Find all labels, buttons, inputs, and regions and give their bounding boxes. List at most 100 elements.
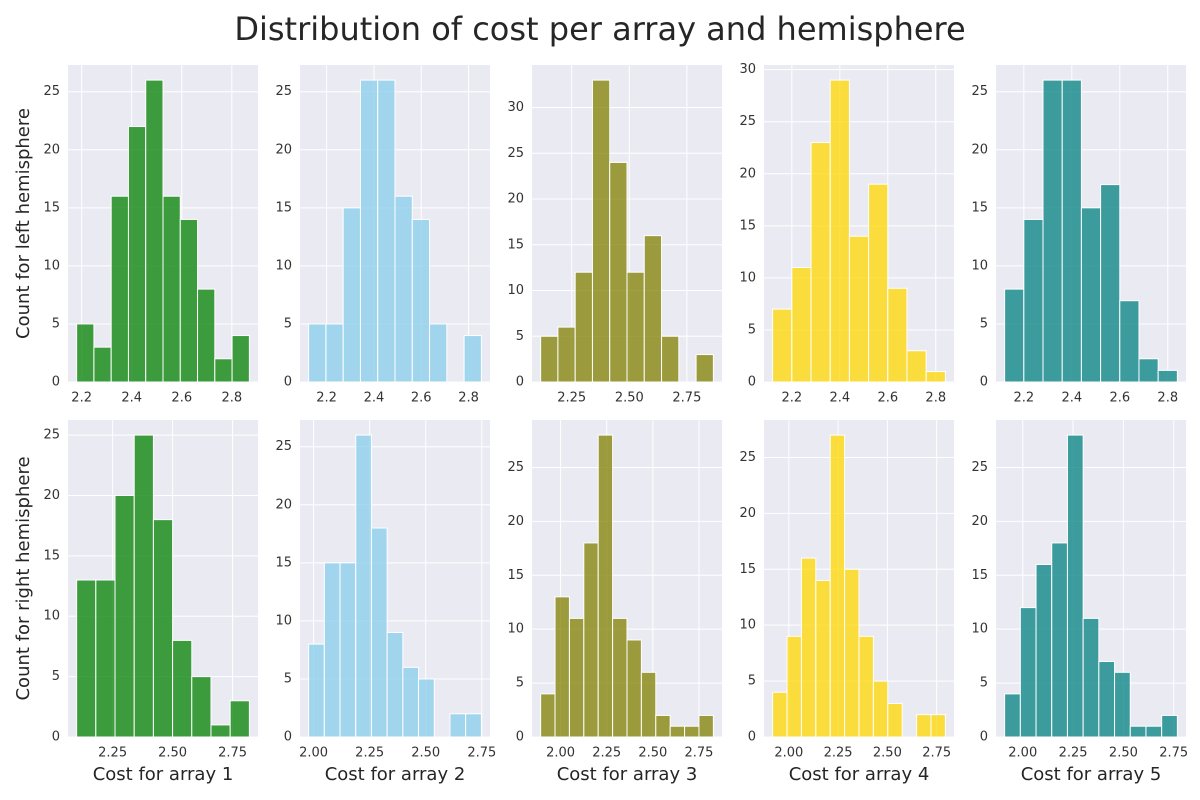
histogram-bar: [597, 434, 614, 738]
histogram-bar: [127, 126, 147, 383]
y-tick-label: 0: [980, 375, 988, 390]
y-tick-label: 0: [52, 375, 60, 390]
histogram-bar: [76, 579, 97, 738]
y-tick-label: 25: [507, 460, 524, 475]
histogram-bar: [557, 326, 576, 383]
histogram-bar: [449, 713, 467, 738]
x-tick-label: 2.50: [158, 746, 187, 761]
histogram-bar: [829, 79, 850, 383]
y-tick-label: 10: [275, 613, 292, 628]
y-tick-label: 15: [971, 568, 988, 583]
histogram-bar: [133, 434, 154, 738]
histogram-bar: [1098, 661, 1116, 738]
histogram-bar: [323, 562, 341, 738]
histogram-bar: [1119, 300, 1140, 383]
histogram-bar: [1114, 671, 1131, 738]
x-tick-label: 2.6: [877, 391, 898, 406]
histogram-bar: [1157, 369, 1178, 383]
y-tick-label: 10: [971, 622, 988, 637]
histogram-bar: [411, 218, 431, 383]
y-tick-label: 0: [748, 730, 756, 745]
y-tick-label: 10: [971, 258, 988, 273]
x-tick-label: 2.75: [684, 746, 713, 761]
histogram-bar: [114, 494, 135, 738]
y-tick-label: 15: [507, 237, 524, 252]
histogram-bar: [643, 235, 663, 383]
histogram-bar: [1138, 358, 1159, 383]
histogram-bar: [626, 639, 642, 738]
x-tick-label: 2.75: [922, 746, 951, 761]
y-tick-label: 10: [739, 618, 756, 633]
histogram-bar: [355, 434, 372, 738]
histogram-bar: [229, 700, 250, 738]
y-tick-label: 5: [284, 316, 292, 331]
y-axis-label: Count for left hemisphere: [13, 108, 34, 339]
y-tick-label: 20: [739, 166, 756, 181]
x-tick-label: 2.2: [781, 391, 802, 406]
histogram-bar: [325, 323, 344, 383]
y-tick-label: 10: [43, 609, 60, 624]
y-tick-label: 15: [739, 218, 756, 233]
histogram-bar: [574, 271, 593, 383]
histogram-bar: [429, 323, 448, 383]
histogram-bar: [887, 702, 903, 738]
y-tick-label: 25: [739, 114, 756, 129]
y-tick-label: 15: [739, 562, 756, 577]
histogram-bar: [394, 195, 413, 383]
y-tick-label: 0: [516, 375, 524, 390]
histogram-bar: [1019, 607, 1037, 738]
histogram-bar: [1066, 434, 1084, 738]
histogram-bar: [655, 714, 671, 738]
histogram-bar: [152, 519, 174, 738]
histogram-bar: [308, 643, 325, 738]
histogram-bar: [583, 542, 599, 738]
histogram-bar: [179, 218, 199, 383]
histogram-bar: [359, 79, 379, 383]
histogram-bar: [342, 207, 361, 383]
x-tick-label: 2.75: [467, 746, 496, 761]
histogram-bar: [1082, 617, 1100, 738]
y-tick-label: 5: [284, 671, 292, 686]
histogram-bar: [669, 725, 686, 738]
histogram-bar: [1023, 218, 1044, 383]
x-tick-label: 2.25: [98, 746, 127, 761]
x-tick-label: 2.6: [1109, 391, 1130, 406]
y-tick-label: 10: [43, 258, 60, 273]
figure-title: Distribution of cost per array and hemis…: [234, 10, 965, 48]
histogram-bar: [791, 266, 812, 383]
y-tick-label: 0: [284, 730, 292, 745]
x-tick-label: 2.50: [638, 746, 667, 761]
x-tick-label: 2.2: [1013, 391, 1034, 406]
y-tick-label: 25: [739, 450, 756, 465]
x-tick-label: 2.8: [925, 391, 946, 406]
y-tick-label: 25: [43, 84, 60, 99]
histogram-bar: [684, 725, 700, 738]
x-tick-label: 2.25: [824, 746, 853, 761]
y-tick-label: 30: [739, 62, 756, 77]
histogram-bar: [786, 635, 802, 738]
histogram-bar: [465, 713, 482, 738]
x-tick-label: 2.50: [1109, 746, 1138, 761]
y-tick-label: 25: [275, 439, 292, 454]
histogram-bar: [868, 183, 889, 383]
y-tick-label: 15: [43, 548, 60, 563]
y-tick-label: 25: [971, 460, 988, 475]
x-axis-label: Cost for array 2: [325, 764, 466, 785]
y-tick-label: 10: [507, 283, 524, 298]
x-tick-label: 2.25: [557, 391, 586, 406]
y-tick-label: 25: [507, 146, 524, 161]
histogram-bar: [1061, 79, 1082, 383]
histogram-bar: [1035, 563, 1053, 738]
y-tick-label: 0: [52, 730, 60, 745]
histogram-bar: [698, 714, 714, 738]
histogram-bar: [695, 354, 714, 383]
histogram-bar: [810, 142, 831, 383]
y-tick-label: 15: [971, 200, 988, 215]
histogram-bar: [93, 346, 112, 383]
histogram-bar: [308, 323, 327, 383]
y-tick-label: 5: [52, 316, 60, 331]
x-tick-label: 2.2: [71, 391, 92, 406]
y-tick-label: 20: [275, 497, 292, 512]
histogram-bar: [872, 680, 889, 738]
histogram-bar: [591, 79, 611, 383]
